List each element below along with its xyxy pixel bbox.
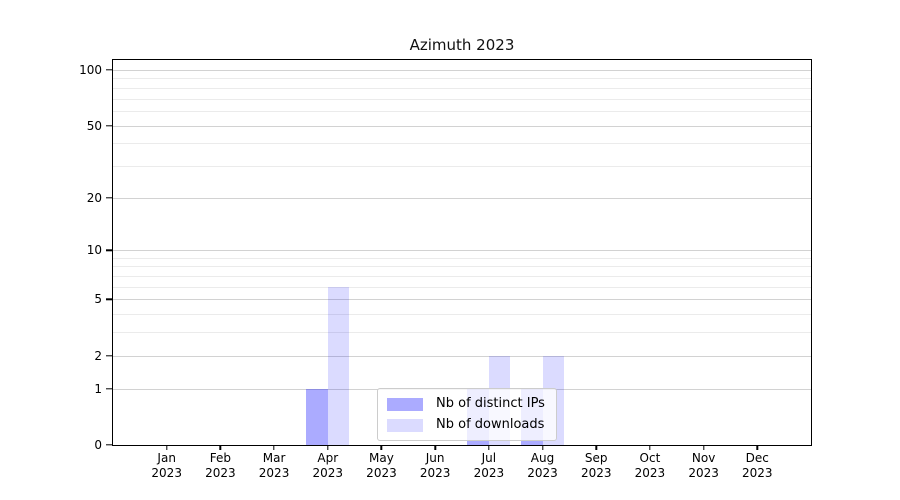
gridline-minor-60 bbox=[113, 110, 811, 112]
gridline-minor-70 bbox=[113, 98, 811, 100]
y-tick-mark-50 bbox=[106, 124, 113, 127]
gridline-major-10 bbox=[113, 250, 811, 252]
y-tick-mark-10 bbox=[106, 249, 113, 251]
x-tick-mark-jul-2023 bbox=[488, 445, 490, 450]
gridline-minor-40 bbox=[113, 143, 811, 145]
y-tick-label-2: 2 bbox=[94, 348, 102, 363]
x-tick-label-jun-2023: Jun 2023 bbox=[419, 451, 451, 480]
legend-swatch-distinct-ips bbox=[387, 397, 423, 411]
x-tick-label-jul-2023: Jul 2023 bbox=[473, 451, 505, 480]
legend-label-downloads: Nb of downloads bbox=[436, 417, 545, 432]
x-tick-mark-apr-2023 bbox=[327, 445, 329, 450]
x-tick-label-dec-2023: Dec 2023 bbox=[742, 451, 773, 480]
gridline-minor-7 bbox=[113, 276, 811, 278]
legend-entry-distinct-ips: Nb of distinct IPs bbox=[387, 397, 545, 411]
gridline-major-100 bbox=[113, 70, 811, 71]
gridline-minor-30 bbox=[113, 165, 811, 167]
gridline-minor-4 bbox=[113, 314, 811, 316]
legend-label-distinct-ips: Nb of distinct IPs bbox=[436, 396, 545, 411]
x-tick-mark-nov-2023 bbox=[702, 445, 705, 450]
x-tick-label-sep-2023: Sep 2023 bbox=[580, 451, 612, 480]
y-tick-label-100: 100 bbox=[79, 63, 102, 77]
chart-title: Azimuth 2023 bbox=[409, 36, 515, 54]
y-tick-mark-0 bbox=[106, 444, 113, 446]
bar-nb-of-distinct-ips-apr-2023 bbox=[306, 388, 328, 445]
y-tick-mark-2 bbox=[106, 355, 113, 357]
bar-nb-of-downloads-apr-2023 bbox=[327, 286, 350, 445]
y-tick-mark-1 bbox=[106, 387, 113, 390]
x-tick-label-feb-2023: Feb 2023 bbox=[205, 451, 236, 480]
x-tick-label-oct-2023: Oct 2023 bbox=[634, 451, 666, 480]
legend: Nb of distinct IPs Nb of downloads bbox=[377, 388, 557, 441]
legend-entry-downloads: Nb of downloads bbox=[387, 418, 545, 432]
y-tick-mark-20 bbox=[106, 196, 113, 199]
x-tick-label-nov-2023: Nov 2023 bbox=[688, 451, 719, 480]
gridline-minor-8 bbox=[113, 266, 811, 268]
x-tick-mark-jan-2023 bbox=[165, 445, 168, 450]
y-tick-label-20: 20 bbox=[86, 190, 102, 205]
gridline-major-20 bbox=[113, 197, 811, 199]
x-tick-mark-dec-2023 bbox=[756, 445, 758, 450]
gridline-major-50 bbox=[113, 125, 811, 127]
y-tick-label-5: 5 bbox=[94, 292, 102, 307]
x-tick-mark-may-2023 bbox=[380, 445, 383, 450]
gridline-major-2 bbox=[113, 355, 811, 357]
plot-area: Nb of distinct IPs Nb of downloads bbox=[112, 59, 812, 446]
gridline-minor-80 bbox=[113, 87, 811, 89]
y-tick-label-50: 50 bbox=[86, 118, 102, 133]
gridline-minor-90 bbox=[113, 78, 811, 80]
gridline-minor-3 bbox=[113, 332, 811, 334]
x-tick-label-may-2023: May 2023 bbox=[366, 451, 397, 480]
y-tick-label-1: 1 bbox=[94, 381, 102, 396]
y-tick-mark-100 bbox=[106, 69, 113, 71]
y-tick-mark-5 bbox=[106, 298, 113, 301]
y-tick-label-10: 10 bbox=[86, 243, 102, 258]
gridline-minor-6 bbox=[113, 286, 811, 288]
gridline-minor-9 bbox=[113, 257, 811, 259]
x-tick-label-jan-2023: Jan 2023 bbox=[151, 451, 182, 480]
legend-swatch-downloads bbox=[387, 418, 423, 432]
x-tick-label-apr-2023: Apr 2023 bbox=[312, 451, 344, 480]
x-tick-mark-mar-2023 bbox=[273, 445, 275, 450]
x-tick-mark-jun-2023 bbox=[434, 445, 436, 450]
x-tick-mark-oct-2023 bbox=[649, 445, 651, 450]
x-tick-mark-aug-2023 bbox=[541, 445, 544, 450]
x-tick-mark-sep-2023 bbox=[595, 445, 597, 450]
x-tick-mark-feb-2023 bbox=[219, 445, 222, 450]
gridline-major-5 bbox=[113, 299, 811, 301]
x-tick-label-aug-2023: Aug 2023 bbox=[527, 451, 558, 480]
x-tick-label-mar-2023: Mar 2023 bbox=[258, 451, 290, 480]
y-tick-label-0: 0 bbox=[94, 438, 102, 452]
